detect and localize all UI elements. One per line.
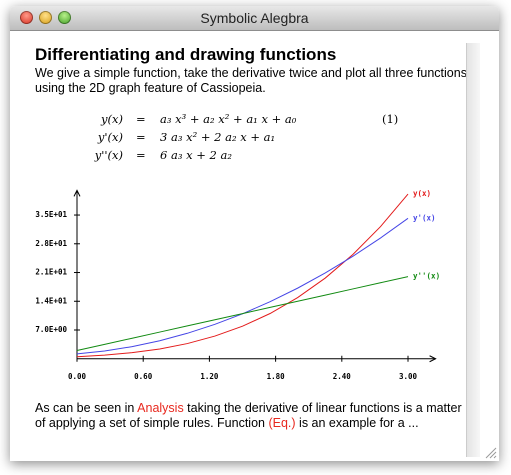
series-label: y'(x) bbox=[413, 213, 436, 222]
axis-arrow bbox=[73, 189, 81, 197]
equation-lhs: y(x) bbox=[101, 112, 123, 126]
y-tick-label: 7.0E+00 bbox=[35, 325, 67, 334]
series-line bbox=[76, 276, 409, 352]
series-line bbox=[76, 193, 409, 358]
axis-arrow bbox=[429, 355, 437, 363]
text: is an example for a ... bbox=[295, 416, 419, 430]
close-button[interactable] bbox=[20, 11, 33, 24]
text: As can be seen in bbox=[35, 401, 138, 415]
window: Symbolic Alegbra Differentiating and dra… bbox=[10, 6, 499, 461]
equation-rhs: 6 a₃ x + 2 a₂ bbox=[160, 148, 232, 162]
window-title: Symbolic Alegbra bbox=[200, 10, 309, 26]
title-bar: Symbolic Alegbra bbox=[10, 6, 499, 31]
x-tick-label: 0.60 bbox=[134, 372, 153, 381]
minimize-button[interactable] bbox=[39, 11, 52, 24]
equation-rhs: a₃ x³ + a₂ x² + a₁ x + a₀ bbox=[160, 112, 297, 126]
series-label: y(x) bbox=[413, 189, 431, 198]
x-tick-label: 1.20 bbox=[200, 372, 219, 381]
y-tick-label: 1.4E+01 bbox=[35, 296, 67, 305]
link[interactable]: (Eq.) bbox=[268, 416, 296, 430]
series-line bbox=[76, 217, 409, 355]
equation-sign: = bbox=[136, 112, 146, 126]
paragraph: We give a simple function, take the deri… bbox=[35, 66, 467, 95]
scrollbar[interactable] bbox=[466, 43, 480, 457]
x-tick-label: 0.00 bbox=[68, 372, 87, 381]
equation-lhs: y''(x) bbox=[94, 148, 123, 162]
document: Differentiating and drawing functions We… bbox=[10, 31, 499, 461]
link[interactable]: Analysis bbox=[137, 401, 184, 415]
zoom-button[interactable] bbox=[58, 11, 71, 24]
text: taking the derivative of linear function… bbox=[35, 401, 462, 430]
y-tick-label: 2.8E+01 bbox=[35, 239, 67, 248]
y-tick-label: 2.1E+01 bbox=[35, 268, 67, 277]
heading: Differentiating and drawing functions bbox=[35, 45, 337, 64]
y-tick-label: 3.5E+01 bbox=[35, 210, 67, 219]
series-label: y''(x) bbox=[413, 272, 440, 281]
paragraph: As can be seen in Analysis taking the de… bbox=[35, 401, 467, 431]
equation-number: (1) bbox=[382, 112, 399, 126]
equation-lhs: y'(x) bbox=[97, 130, 123, 144]
chart: 0.00 0.60 1.20 1.80 2.40 3.00 7.0E+00 1.4E+01 2.… bbox=[35, 189, 440, 381]
x-tick-label: 3.00 bbox=[399, 372, 418, 381]
equation-rhs: 3 a₃ x² + 2 a₂ x + a₁ bbox=[160, 130, 276, 144]
x-tick-label: 1.80 bbox=[267, 372, 286, 381]
x-tick-label: 2.40 bbox=[333, 372, 352, 381]
equation-sign: = bbox=[136, 148, 146, 162]
equation-sign: = bbox=[136, 130, 146, 144]
resize-grip[interactable] bbox=[484, 446, 497, 459]
